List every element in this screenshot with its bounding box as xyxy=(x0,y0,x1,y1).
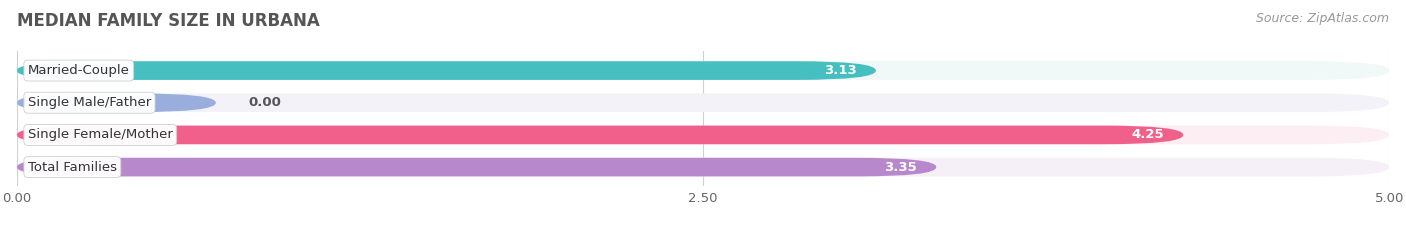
FancyBboxPatch shape xyxy=(17,158,936,176)
Text: Single Female/Mother: Single Female/Mother xyxy=(28,128,173,141)
FancyBboxPatch shape xyxy=(17,61,876,80)
Text: Source: ZipAtlas.com: Source: ZipAtlas.com xyxy=(1256,12,1389,25)
Text: 4.25: 4.25 xyxy=(1132,128,1164,141)
Text: Single Male/Father: Single Male/Father xyxy=(28,96,150,109)
FancyBboxPatch shape xyxy=(17,93,1389,112)
FancyBboxPatch shape xyxy=(17,93,217,112)
Text: 0.00: 0.00 xyxy=(249,96,281,109)
FancyBboxPatch shape xyxy=(17,126,1184,144)
FancyBboxPatch shape xyxy=(17,158,1389,176)
Text: Married-Couple: Married-Couple xyxy=(28,64,129,77)
Text: 3.13: 3.13 xyxy=(824,64,856,77)
FancyBboxPatch shape xyxy=(17,126,1389,144)
Text: Total Families: Total Families xyxy=(28,161,117,174)
Text: MEDIAN FAMILY SIZE IN URBANA: MEDIAN FAMILY SIZE IN URBANA xyxy=(17,12,319,30)
FancyBboxPatch shape xyxy=(17,61,1389,80)
Text: 3.35: 3.35 xyxy=(884,161,917,174)
